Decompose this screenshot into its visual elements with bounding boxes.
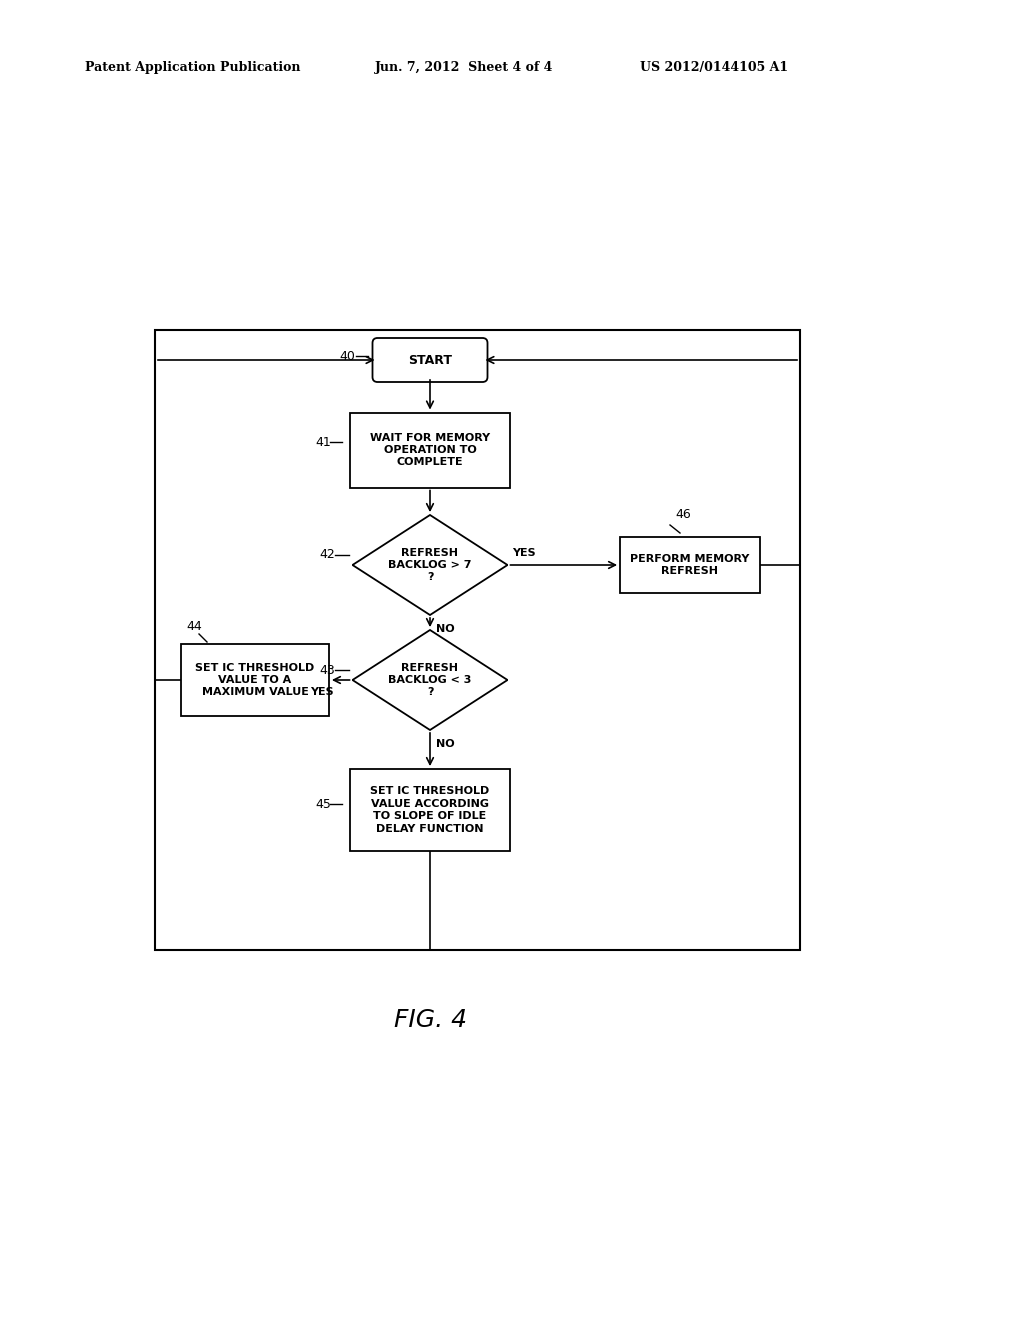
Text: 45: 45 [315, 797, 331, 810]
Text: REFRESH
BACKLOG > 7
?: REFRESH BACKLOG > 7 ? [388, 548, 472, 582]
Text: Jun. 7, 2012  Sheet 4 of 4: Jun. 7, 2012 Sheet 4 of 4 [375, 62, 553, 74]
Text: 40: 40 [340, 350, 355, 363]
Text: Patent Application Publication: Patent Application Publication [85, 62, 300, 74]
FancyBboxPatch shape [350, 770, 510, 851]
Text: YES: YES [310, 686, 334, 697]
Text: WAIT FOR MEMORY
OPERATION TO
COMPLETE: WAIT FOR MEMORY OPERATION TO COMPLETE [370, 433, 490, 467]
FancyBboxPatch shape [373, 338, 487, 381]
Text: 41: 41 [315, 436, 331, 449]
Text: START: START [408, 354, 452, 367]
FancyBboxPatch shape [350, 412, 510, 487]
Text: 46: 46 [675, 508, 691, 521]
FancyBboxPatch shape [181, 644, 329, 715]
Text: PERFORM MEMORY
REFRESH: PERFORM MEMORY REFRESH [631, 554, 750, 577]
Text: REFRESH
BACKLOG < 3
?: REFRESH BACKLOG < 3 ? [388, 663, 472, 697]
Polygon shape [352, 630, 508, 730]
Text: FIG. 4: FIG. 4 [393, 1008, 467, 1032]
Text: SET IC THRESHOLD
VALUE ACCORDING
TO SLOPE OF IDLE
DELAY FUNCTION: SET IC THRESHOLD VALUE ACCORDING TO SLOP… [371, 787, 489, 834]
Text: 44: 44 [186, 619, 202, 632]
Text: 43: 43 [319, 664, 335, 676]
FancyBboxPatch shape [620, 537, 760, 593]
Text: YES: YES [512, 548, 537, 558]
Text: US 2012/0144105 A1: US 2012/0144105 A1 [640, 62, 788, 74]
Text: SET IC THRESHOLD
VALUE TO A
MAXIMUM VALUE: SET IC THRESHOLD VALUE TO A MAXIMUM VALU… [196, 663, 314, 697]
Text: 42: 42 [319, 549, 335, 561]
Text: NO: NO [436, 739, 455, 748]
Bar [155, 330, 800, 950]
Text: NO: NO [436, 624, 455, 634]
Polygon shape [352, 515, 508, 615]
